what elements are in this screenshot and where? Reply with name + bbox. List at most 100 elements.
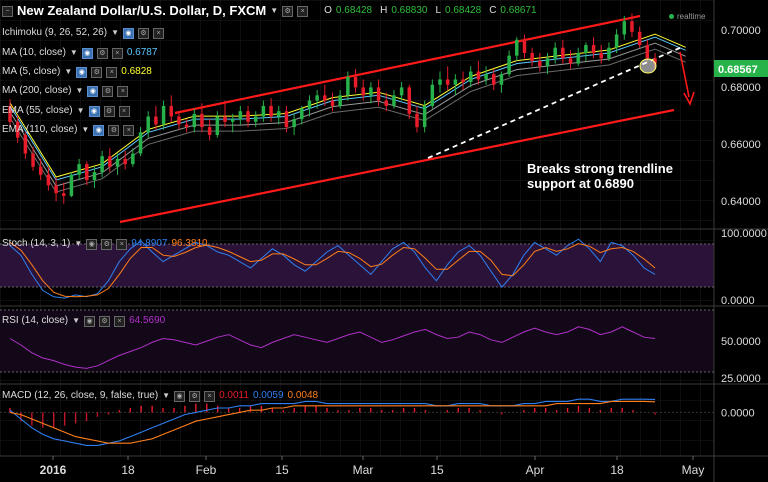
- candle-body: [131, 153, 135, 165]
- indicator-legend-row: MA (200, close) ▼ ◉ ⚙ ×: [2, 83, 132, 99]
- stoch-title[interactable]: Stoch (14, 3, 1): [2, 238, 71, 249]
- candle-body: [146, 116, 150, 133]
- eye-icon[interactable]: ◉: [122, 27, 134, 39]
- candle-body: [507, 55, 511, 75]
- eye-icon[interactable]: ◉: [87, 85, 99, 97]
- candle-body: [376, 87, 381, 101]
- close-icon[interactable]: ×: [117, 85, 129, 97]
- candle-body: [484, 74, 488, 80]
- candle-body: [177, 116, 181, 125]
- chevron-down-icon[interactable]: ▼: [81, 125, 90, 134]
- candle-body: [269, 105, 273, 117]
- candle-body: [138, 132, 143, 154]
- eye-icon[interactable]: ◉: [84, 315, 96, 327]
- indicator-label[interactable]: EMA (110, close): [2, 124, 78, 135]
- candle-body: [384, 100, 388, 106]
- chevron-down-icon[interactable]: ▼: [69, 48, 78, 57]
- collapse-icon[interactable]: −: [2, 5, 13, 17]
- indicator-label[interactable]: MA (200, close): [2, 85, 72, 96]
- candle-body: [207, 127, 212, 136]
- close-icon[interactable]: ×: [106, 66, 118, 78]
- settings-icon[interactable]: ⚙: [102, 85, 114, 97]
- axes: 0.70000 0.68000 0.66000 0.64000 0.68567 2016 1…: [40, 25, 768, 477]
- settings-icon[interactable]: ⚙: [91, 66, 103, 78]
- settings-icon[interactable]: ⚙: [99, 315, 111, 327]
- close-icon[interactable]: ×: [204, 390, 216, 402]
- eye-icon[interactable]: ◉: [93, 124, 105, 136]
- candle-body: [591, 45, 596, 53]
- close-icon[interactable]: ×: [116, 238, 128, 250]
- candle-body: [46, 174, 51, 186]
- candle-body: [637, 31, 642, 46]
- candle-body: [315, 95, 319, 101]
- indicator-legend-row: MA (5, close) ▼ ◉ ⚙ × 0.6828: [2, 64, 152, 80]
- indicator-label[interactable]: MA (10, close): [2, 47, 66, 58]
- trendline-dashed: [427, 46, 683, 159]
- chevron-down-icon[interactable]: ▼: [162, 391, 171, 400]
- settings-icon[interactable]: ⚙: [282, 5, 294, 17]
- candle-body: [584, 45, 588, 53]
- candle-body: [161, 105, 166, 125]
- close-icon[interactable]: ×: [111, 47, 123, 59]
- macd-title[interactable]: MACD (12, 26, close, 9, false, true): [2, 390, 159, 401]
- candle-body: [553, 47, 557, 59]
- indicator-label[interactable]: Ichimoku (9, 26, 52, 26): [2, 27, 108, 38]
- settings-icon[interactable]: ⚙: [103, 105, 115, 117]
- close-icon[interactable]: ×: [114, 315, 126, 327]
- candle-body: [599, 52, 603, 59]
- candle-body: [653, 58, 657, 64]
- eye-icon[interactable]: ◉: [174, 390, 186, 402]
- candle-body: [614, 34, 619, 48]
- close-icon[interactable]: ×: [123, 124, 135, 136]
- indicator-label[interactable]: EMA (55, close): [2, 105, 73, 116]
- oscillator-tick-label: 100.0000: [721, 228, 767, 240]
- candle-body: [261, 105, 266, 117]
- chevron-down-icon[interactable]: ▼: [111, 28, 119, 37]
- eye-icon[interactable]: ◉: [76, 66, 88, 78]
- last-price-badge: [714, 60, 768, 77]
- symbol-title[interactable]: New Zealand Dollar/U.S. Dollar, D, FXCM: [17, 3, 267, 18]
- candle-body: [92, 172, 97, 181]
- candle-body: [538, 60, 542, 67]
- candle-body: [85, 164, 89, 181]
- candle-body: [223, 116, 227, 122]
- indicator-label[interactable]: MA (5, close): [2, 66, 61, 77]
- realtime-status: realtime: [669, 12, 705, 21]
- settings-icon[interactable]: ⚙: [108, 124, 120, 136]
- chevron-down-icon[interactable]: ▼: [76, 106, 85, 115]
- close-icon[interactable]: ×: [297, 5, 309, 17]
- candle-body: [468, 71, 473, 83]
- eye-icon[interactable]: ◉: [81, 47, 93, 59]
- settings-icon[interactable]: ⚙: [101, 238, 113, 250]
- candle-body: [192, 113, 197, 128]
- chevron-down-icon[interactable]: ▼: [270, 6, 279, 15]
- candle-body: [284, 111, 289, 128]
- chevron-down-icon[interactable]: ▼: [74, 239, 83, 248]
- ohlc-low-value: 0.68428: [445, 5, 482, 16]
- chevron-down-icon[interactable]: ▼: [72, 316, 81, 325]
- rsi-legend: RSI (14, close) ▼ ◉ ⚙ × 64.5690: [2, 313, 165, 329]
- time-tick-label: May: [682, 463, 705, 477]
- time-tick-label: 18: [121, 463, 135, 477]
- indicator-value: 0.6787: [126, 47, 158, 58]
- candle-body: [399, 87, 404, 96]
- chevron-down-icon[interactable]: ▼: [75, 86, 84, 95]
- indicator-legend-row: EMA (55, close) ▼ ◉ ⚙ ×: [2, 103, 134, 119]
- settings-icon[interactable]: ⚙: [137, 27, 149, 39]
- price-pane: [8, 13, 686, 224]
- eye-icon[interactable]: ◉: [88, 105, 100, 117]
- settings-icon[interactable]: ⚙: [96, 47, 108, 59]
- close-icon[interactable]: ×: [118, 105, 130, 117]
- stoch-pane: [9, 238, 656, 299]
- candle-body: [338, 95, 342, 106]
- chevron-down-icon[interactable]: ▼: [64, 67, 73, 76]
- settings-icon[interactable]: ⚙: [189, 390, 201, 402]
- rsi-title[interactable]: RSI (14, close): [2, 315, 69, 326]
- candle-body: [31, 153, 35, 167]
- realtime-dot-icon: [669, 14, 674, 19]
- ohlc-high-value: 0.68830: [391, 5, 428, 16]
- close-icon[interactable]: ×: [152, 27, 164, 39]
- eye-icon[interactable]: ◉: [86, 238, 98, 250]
- indicator-legend-row: EMA (110, close) ▼ ◉ ⚙ ×: [2, 122, 138, 138]
